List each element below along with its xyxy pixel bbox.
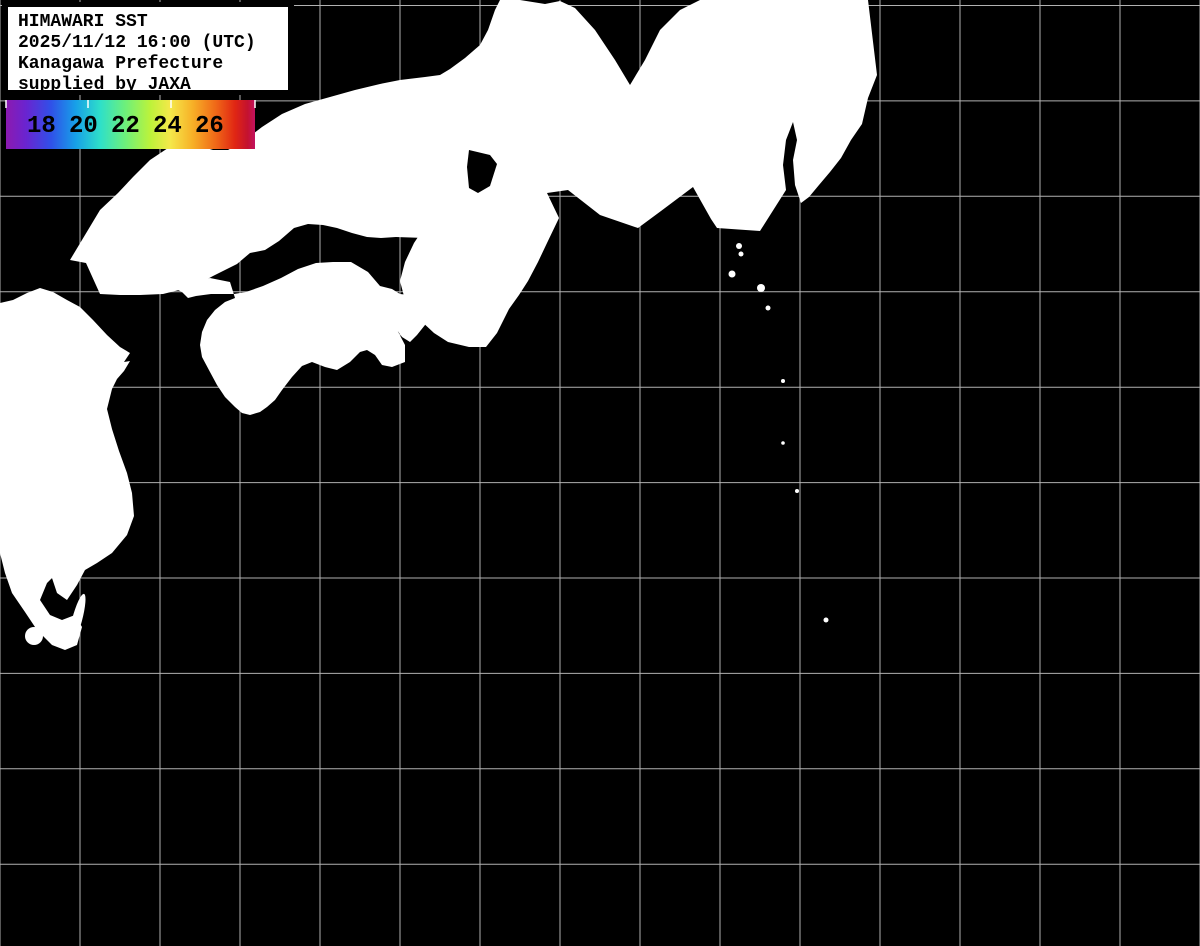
svg-text:HIMAWARI SST: HIMAWARI SST [18,12,148,32]
svg-text:24: 24 [153,113,182,140]
svg-text:20: 20 [69,113,98,140]
svg-text:22: 22 [111,113,140,140]
svg-text:26: 26 [195,113,224,140]
svg-text:Kanagawa Prefecture: Kanagawa Prefecture [18,54,223,74]
svg-text:18: 18 [27,113,56,140]
svg-text:2025/11/12 16:00 (UTC): 2025/11/12 16:00 (UTC) [18,33,256,53]
svg-text:supplied by JAXA: supplied by JAXA [18,75,191,95]
